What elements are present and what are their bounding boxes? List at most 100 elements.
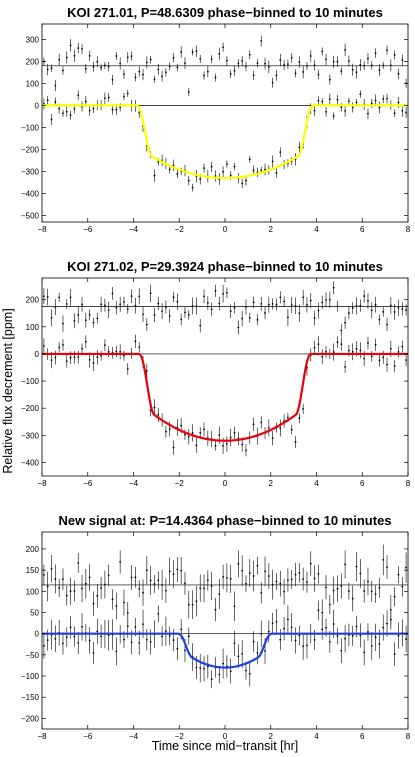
data-point — [176, 66, 179, 69]
data-point — [386, 97, 388, 100]
data-point — [302, 408, 305, 410]
data-point — [321, 355, 324, 358]
data-point — [367, 342, 369, 344]
data-point — [386, 323, 388, 326]
x-tick-label: −4 — [129, 479, 139, 488]
data-point — [229, 73, 232, 75]
data-point — [191, 186, 194, 189]
x-tick-label: 8 — [406, 225, 411, 234]
data-point — [180, 628, 183, 631]
y-tick-label: 0 — [35, 350, 40, 359]
data-point — [142, 591, 144, 594]
data-point — [210, 58, 213, 60]
data-point — [336, 587, 339, 590]
data-point — [229, 174, 232, 177]
data-point — [275, 580, 278, 583]
data-point — [275, 303, 278, 306]
data-point — [165, 589, 167, 592]
data-point — [100, 354, 102, 357]
data-point — [180, 424, 183, 427]
data-point — [126, 611, 129, 614]
data-point — [43, 295, 45, 298]
data-point — [359, 93, 362, 96]
x-tick-label: 6 — [360, 479, 365, 488]
data-point — [279, 638, 282, 641]
data-point — [229, 310, 232, 313]
data-point — [184, 311, 186, 314]
data-point — [77, 94, 80, 97]
data-point — [100, 303, 102, 306]
panel-title: New signal at: P=14.4364 phase−binned to… — [58, 513, 391, 528]
data-point — [264, 570, 266, 573]
data-point — [348, 349, 350, 352]
data-point — [245, 582, 247, 585]
data-point — [309, 55, 312, 57]
data-point — [138, 70, 141, 73]
data-point — [294, 304, 297, 307]
data-point — [355, 625, 358, 628]
data-point — [264, 62, 266, 65]
data-point — [142, 313, 144, 316]
data-point — [237, 326, 240, 329]
data-point — [81, 347, 83, 350]
data-point — [119, 350, 122, 353]
data-point — [363, 357, 366, 360]
data-point — [184, 433, 186, 436]
data-point — [279, 59, 282, 61]
data-point — [344, 109, 346, 112]
data-point — [294, 573, 297, 576]
data-point — [374, 99, 377, 102]
data-point — [317, 309, 320, 312]
data-point — [115, 350, 118, 353]
x-tick-label: 0 — [223, 479, 228, 488]
x-tick-label: 4 — [314, 225, 319, 234]
data-point — [172, 296, 175, 299]
data-point — [43, 574, 45, 576]
data-point — [344, 563, 346, 566]
data-point — [172, 639, 175, 641]
data-point — [54, 306, 57, 308]
data-point — [100, 635, 102, 638]
data-point — [54, 637, 57, 640]
data-point — [328, 603, 331, 606]
data-point — [374, 303, 377, 306]
y-tick-label: 300 — [26, 35, 40, 44]
data-point — [336, 341, 339, 343]
data-point — [203, 295, 205, 298]
data-point — [355, 101, 358, 104]
data-point — [187, 603, 190, 606]
data-point — [248, 572, 251, 574]
data-point — [187, 179, 190, 182]
data-point — [168, 635, 171, 637]
data-point — [298, 146, 301, 149]
data-point — [401, 307, 404, 310]
data-point — [84, 67, 87, 70]
data-point — [378, 359, 381, 362]
data-point — [73, 54, 76, 57]
data-point — [287, 416, 289, 419]
data-point — [313, 638, 316, 641]
data-point — [348, 312, 350, 314]
data-point — [73, 107, 76, 110]
panel-title: KOI 271.02, P=29.3924 phase−binned to 10… — [67, 259, 383, 274]
data-point — [302, 578, 305, 581]
data-point — [344, 321, 346, 324]
x-tick-label: −6 — [83, 732, 93, 741]
data-point — [157, 413, 160, 416]
data-point — [134, 76, 137, 79]
data-point — [367, 57, 369, 60]
data-point — [69, 296, 72, 299]
data-point — [226, 576, 228, 579]
x-tick-label: 0 — [223, 732, 228, 741]
data-point — [50, 359, 53, 362]
data-point — [100, 66, 102, 69]
data-point — [378, 643, 381, 645]
data-point — [298, 572, 301, 574]
data-point — [393, 112, 396, 115]
data-point — [218, 434, 221, 437]
y-tick-label: 200 — [26, 296, 40, 305]
data-point — [306, 65, 308, 67]
data-point — [210, 585, 213, 587]
data-point — [298, 312, 301, 315]
data-point — [275, 74, 278, 77]
